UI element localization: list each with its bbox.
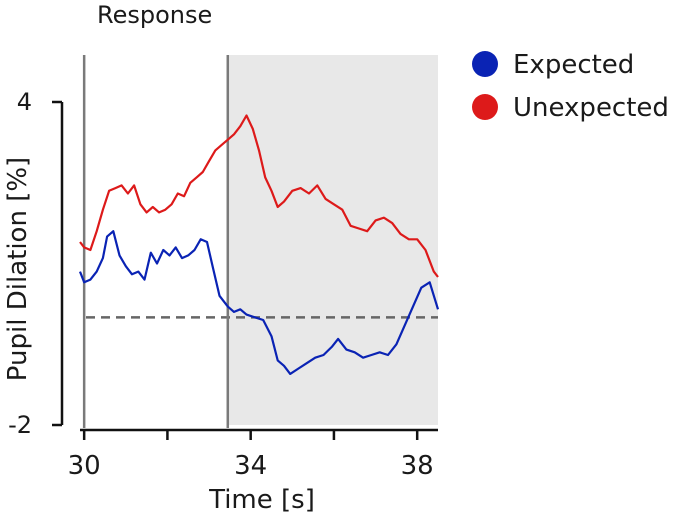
event-markers	[82, 55, 230, 428]
y-tick-label-0: 4	[17, 88, 32, 116]
y-axis-label: Pupil Dilation [%]	[3, 157, 33, 381]
series-line-expected	[78, 230, 440, 375]
y-tick-label-1: -2	[8, 411, 32, 439]
legend: Expected Unexpected	[472, 50, 669, 123]
legend-marker-unexpected	[472, 94, 498, 120]
shaded-region	[227, 55, 438, 425]
legend-marker-expected	[472, 51, 498, 77]
axes: 4 -2 30 34 38	[8, 88, 438, 481]
legend-label-unexpected: Unexpected	[513, 93, 669, 123]
legend-label-expected: Expected	[513, 50, 634, 80]
x-tick-label-4: 38	[401, 451, 434, 481]
chart-title: Response	[97, 1, 212, 29]
x-tick-label-2: 34	[234, 451, 267, 481]
series-line-unexpected	[79, 114, 439, 278]
series-layer	[78, 114, 440, 375]
x-axis-label: Time [s]	[208, 485, 315, 515]
x-tick-label-0: 30	[68, 451, 101, 481]
